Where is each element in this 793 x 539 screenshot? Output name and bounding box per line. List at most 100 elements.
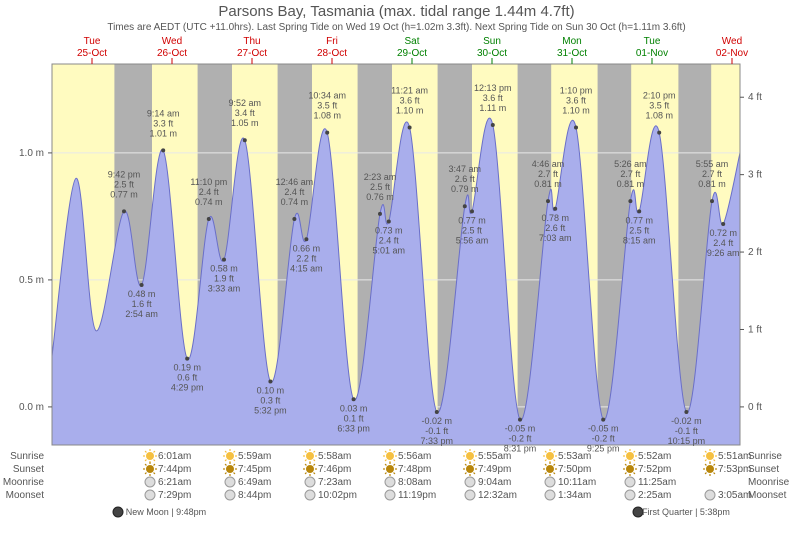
day-dow: Fri [326, 36, 338, 47]
tide-point [491, 123, 495, 127]
tide-label: 3.6 ft [483, 93, 504, 103]
tide-point [325, 131, 329, 135]
tide-chart: Parsons Bay, Tasmania (max. tidal range … [0, 0, 793, 539]
tide-label: 0.77 m [625, 215, 653, 225]
tide-point [470, 209, 474, 213]
tide-label: 0.79 m [451, 184, 479, 194]
sunset-time: 7:49pm [478, 464, 511, 475]
tide-point [657, 131, 661, 135]
tide-label: 0.81 m [617, 179, 645, 189]
sunset-time: 7:52pm [638, 464, 671, 475]
tide-label: 2.7 ft [702, 169, 723, 179]
tide-label: 9:26 am [707, 248, 740, 258]
sunrise-time: 5:56am [398, 451, 431, 462]
tide-point [352, 397, 356, 401]
tide-label: 0.81 m [698, 179, 726, 189]
moonrise-time: 10:11am [558, 477, 596, 488]
tide-label: 11:21 am [391, 86, 428, 96]
tide-label: 10:34 am [308, 91, 346, 101]
tide-point [243, 138, 247, 142]
tide-label: 5:26 am [614, 159, 647, 169]
tide-point [601, 418, 605, 422]
sunrise-time: 5:59am [238, 451, 271, 462]
tide-label: 0.48 m [128, 289, 156, 299]
tide-label: 2.4 ft [199, 187, 220, 197]
row-label-left: Moonset [6, 490, 45, 501]
tide-label: 4:15 am [290, 263, 323, 273]
tide-label: 0.74 m [195, 197, 223, 207]
tide-point [628, 199, 632, 203]
day-date: 01-Nov [636, 48, 668, 59]
tide-label: 5:56 am [456, 235, 489, 245]
sunrise-time: 6:01am [158, 451, 191, 462]
tide-label: -0.05 m [505, 424, 536, 434]
sunrise-time: 5:52am [638, 451, 671, 462]
moon-icon [465, 477, 475, 487]
sunrise-time: 5:53am [558, 451, 591, 462]
tide-label: 1.08 m [645, 111, 673, 121]
tide-label: 1.9 ft [214, 274, 235, 284]
y-left-tick: 0.5 m [19, 275, 44, 286]
row-label-left: Sunset [13, 464, 44, 475]
tide-label: 2.4 ft [713, 238, 734, 248]
tide-label: 12:46 am [276, 177, 314, 187]
tide-label: -0.2 ft [508, 434, 532, 444]
tide-label: 3.3 ft [153, 118, 174, 128]
sunset-time: 7:53pm [718, 464, 751, 475]
day-dow: Tue [644, 36, 661, 47]
tide-label: 11:10 pm [190, 177, 227, 187]
moonset-time: 11:19pm [398, 490, 436, 501]
tide-label: 1.08 m [313, 111, 341, 121]
day-date: 25-Oct [77, 48, 107, 59]
row-label-right: Sunrise [748, 451, 782, 462]
tide-point [304, 237, 308, 241]
y-left-tick: 0.0 m [19, 402, 44, 413]
tide-label: 1.10 m [396, 106, 424, 116]
moon-icon [145, 490, 155, 500]
tide-label: 0.58 m [210, 264, 238, 274]
tide-point [546, 199, 550, 203]
moonset-time: 1:34am [558, 490, 591, 501]
tide-label: 0.10 m [257, 386, 285, 396]
tide-label: 4:46 am [532, 159, 565, 169]
tide-point [161, 148, 165, 152]
tide-label: 7:03 am [539, 233, 572, 243]
tide-point [387, 219, 391, 223]
row-label-left: Sunrise [10, 451, 44, 462]
tide-label: 2.5 ft [370, 182, 391, 192]
tide-label: 1:10 pm [560, 86, 593, 96]
moonset-time: 3:05am [718, 490, 751, 501]
tide-label: 2:54 am [125, 309, 158, 319]
moon-icon [385, 490, 395, 500]
tide-label: 12:13 pm [474, 83, 512, 93]
tide-label: 0.76 m [366, 192, 394, 202]
row-label-left: Moonrise [3, 477, 45, 488]
moon-icon [625, 477, 635, 487]
tide-label: 2.6 ft [455, 174, 476, 184]
day-dow: Tue [84, 36, 101, 47]
tide-point [553, 207, 557, 211]
sunset-time: 7:46pm [318, 464, 351, 475]
tide-point [122, 209, 126, 213]
tide-label: 2.2 ft [296, 253, 317, 263]
tide-label: 2:23 am [364, 172, 397, 182]
tide-label: -0.02 m [671, 416, 702, 426]
moon-icon [225, 477, 235, 487]
tide-point [463, 204, 467, 208]
tide-label: -0.02 m [422, 416, 453, 426]
row-label-right: Sunset [748, 464, 779, 475]
day-dow: Wed [162, 36, 182, 47]
moon-phase-label: First Quarter | 5:38pm [642, 507, 730, 517]
tide-label: 2.5 ft [462, 225, 483, 235]
tide-label: 3:33 am [208, 284, 241, 294]
y-right-tick: 2 ft [748, 247, 762, 258]
tide-label: 0.72 m [709, 228, 737, 238]
moon-icon [625, 490, 635, 500]
tide-label: 0.81 m [534, 179, 562, 189]
chart-title: Parsons Bay, Tasmania (max. tidal range … [218, 3, 574, 20]
moon-icon [545, 490, 555, 500]
moonrise-time: 8:08am [398, 477, 431, 488]
y-left-tick: 1.0 m [19, 148, 44, 159]
tide-label: 0.03 m [340, 403, 368, 413]
moonset-time: 12:32am [478, 490, 517, 501]
